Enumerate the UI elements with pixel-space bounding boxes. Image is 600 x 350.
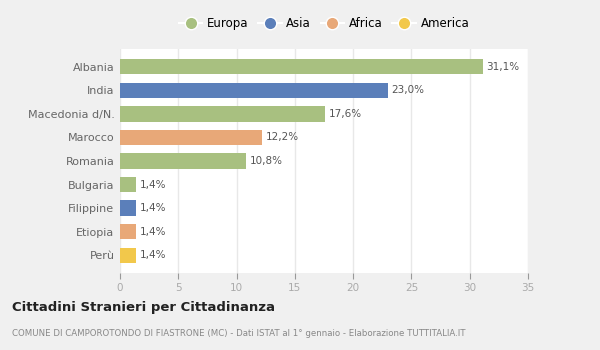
Text: 1,4%: 1,4%: [140, 227, 166, 237]
Bar: [120, 153, 246, 169]
Text: 10,8%: 10,8%: [250, 156, 283, 166]
Text: 23,0%: 23,0%: [392, 85, 425, 95]
Text: 12,2%: 12,2%: [266, 132, 299, 142]
Text: 1,4%: 1,4%: [140, 250, 166, 260]
Bar: [120, 201, 136, 216]
Text: COMUNE DI CAMPOROTONDO DI FIASTRONE (MC) - Dati ISTAT al 1° gennaio - Elaborazio: COMUNE DI CAMPOROTONDO DI FIASTRONE (MC)…: [12, 329, 466, 338]
Bar: [120, 177, 136, 192]
Text: 1,4%: 1,4%: [140, 203, 166, 213]
Text: 17,6%: 17,6%: [329, 109, 362, 119]
Bar: [120, 247, 136, 263]
Bar: [120, 224, 136, 239]
Bar: [120, 106, 325, 121]
Bar: [120, 83, 388, 98]
Bar: [120, 130, 262, 145]
Legend: Europa, Asia, Africa, America: Europa, Asia, Africa, America: [179, 17, 469, 30]
Text: 31,1%: 31,1%: [486, 62, 519, 72]
Text: Cittadini Stranieri per Cittadinanza: Cittadini Stranieri per Cittadinanza: [12, 301, 275, 314]
Bar: [120, 59, 482, 75]
Text: 1,4%: 1,4%: [140, 180, 166, 190]
